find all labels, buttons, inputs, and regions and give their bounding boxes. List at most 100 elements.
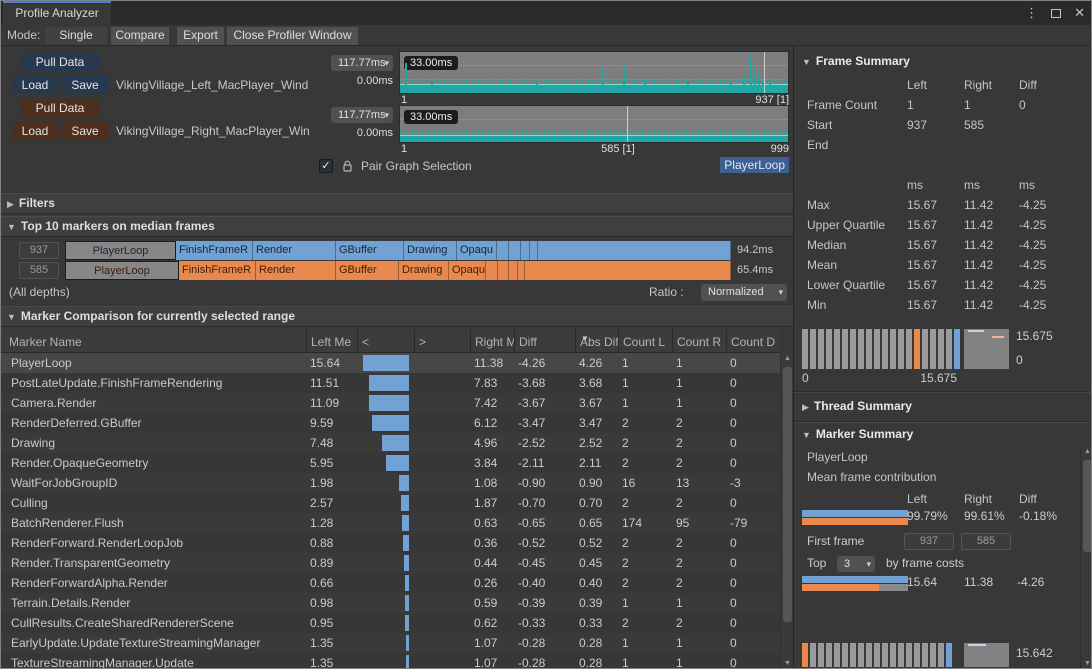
frame-graph-bottom[interactable]: 33.00ms bbox=[399, 105, 789, 143]
table-row[interactable]: Terrain.Details.Render 0.98 0.59 -0.39 0.39 1… bbox=[1, 593, 780, 613]
stat-label: Median bbox=[807, 238, 847, 252]
column-header--[interactable]: > bbox=[414, 329, 470, 353]
frame-summary-title: Frame Summary bbox=[815, 54, 910, 68]
marker-segment bbox=[521, 241, 530, 260]
first-frame-button[interactable]: 585 bbox=[961, 533, 1011, 550]
summary-scrollbar-thumb[interactable] bbox=[1083, 460, 1091, 552]
column-header-count-d[interactable]: Count D bbox=[726, 329, 780, 353]
chevron-down-icon: ▼ bbox=[802, 430, 811, 440]
table-row[interactable]: RenderForwardAlpha.Render 0.66 0.26 -0.40 0.… bbox=[1, 573, 780, 593]
column-header-left-me[interactable]: Left Me bbox=[306, 329, 357, 353]
table-row[interactable]: EarlyUpdate.UpdateTextureStreamingManage… bbox=[1, 633, 780, 653]
frame-number-box[interactable]: 585 bbox=[19, 262, 59, 279]
lock-open-icon[interactable] bbox=[341, 159, 355, 173]
scroll-up-icon[interactable]: ▲ bbox=[784, 355, 791, 362]
cell-count-right: 95 bbox=[676, 516, 690, 530]
first-frame-button[interactable]: 937 bbox=[904, 533, 954, 550]
table-scrollbar[interactable]: ▲ ▼ bbox=[780, 353, 793, 668]
table-row[interactable]: TextureStreamingManager.Update 1.35 1.07 -0… bbox=[1, 653, 780, 669]
table-row[interactable]: BatchRenderer.Flush 1.28 0.63 -0.65 0.65 174 9… bbox=[1, 513, 780, 533]
mode-single-button[interactable]: Single bbox=[45, 27, 107, 45]
table-row[interactable]: Camera.Render 11.09 7.42 -3.67 3.67 1 1 0 bbox=[1, 393, 780, 413]
column-header-right-m[interactable]: Right M bbox=[470, 329, 514, 353]
top10-title: Top 10 markers on median frames bbox=[20, 219, 215, 233]
mode-compare-button[interactable]: Compare bbox=[111, 27, 169, 45]
column-header-marker-name[interactable]: Marker Name bbox=[9, 335, 82, 349]
marker-segment: Opaqu bbox=[449, 261, 486, 280]
scroll-down-icon[interactable]: ▼ bbox=[784, 660, 791, 667]
table-row[interactable]: Drawing 7.48 4.96 -2.52 2.52 2 2 0 bbox=[1, 433, 780, 453]
range-dropdown-bottom[interactable]: 117.77ms bbox=[331, 107, 393, 123]
pull-data-left-button[interactable]: Pull Data bbox=[21, 53, 99, 71]
stat-value: Left bbox=[907, 78, 928, 92]
range-dropdown-top[interactable]: 117.77ms bbox=[331, 55, 393, 71]
top-suffix-label: by frame costs bbox=[886, 556, 965, 570]
sort-descending-icon: ▼ bbox=[581, 334, 589, 343]
cell-count-right: 2 bbox=[676, 416, 683, 430]
save-left-button[interactable]: Save bbox=[61, 76, 109, 94]
cell-marker-name: PlayerLoop bbox=[11, 356, 72, 370]
marker-segment-selected: PlayerLoop bbox=[65, 241, 176, 260]
maximize-icon[interactable] bbox=[1051, 8, 1062, 18]
frame-graph-top[interactable]: 33.00ms bbox=[399, 51, 789, 94]
load-right-button[interactable]: Load bbox=[13, 122, 57, 140]
contribution-right-value: 99.61% bbox=[964, 509, 1005, 523]
cell-left-median: 1.28 bbox=[310, 516, 334, 530]
pair-graph-selection-checkbox[interactable]: ✓ bbox=[319, 159, 333, 173]
pull-data-right-button[interactable]: Pull Data bbox=[21, 99, 99, 117]
comparison-table-body: PlayerLoop 15.64 11.38 -4.26 4.26 1 1 0 PostLate… bbox=[1, 353, 780, 669]
table-row[interactable]: RenderDeferred.GBuffer 9.59 6.12 -3.47 3.47 2… bbox=[1, 413, 780, 433]
table-row[interactable]: RenderForward.RenderLoopJob 0.88 0.36 -0.52… bbox=[1, 533, 780, 553]
left-diff-bar bbox=[369, 375, 409, 391]
selection-line bbox=[626, 106, 628, 142]
marker-comparison-section-header[interactable]: ▼ Marker Comparison for currently selecte… bbox=[1, 306, 793, 327]
menu-icon[interactable]: ⋮ bbox=[1025, 5, 1039, 20]
export-button[interactable]: Export bbox=[177, 27, 224, 45]
table-row[interactable]: Render.OpaqueGeometry 5.95 3.84 -2.11 2.11 2 2… bbox=[1, 453, 780, 473]
table-row[interactable]: WaitForJobGroupID 1.98 1.08 -0.90 0.90 16 13 -3 bbox=[1, 473, 780, 493]
graph-spike bbox=[623, 64, 626, 93]
summary-scrollbar[interactable]: ▲ ▼ bbox=[1080, 446, 1091, 668]
column-header-count-l[interactable]: Count L bbox=[618, 329, 672, 353]
histogram-min-label: 0 bbox=[802, 371, 809, 385]
histogram-bar bbox=[826, 643, 832, 667]
ratio-dropdown[interactable]: Normalized bbox=[701, 284, 787, 301]
thread-summary-header[interactable]: ▶ Thread Summary bbox=[802, 399, 912, 413]
table-scrollbar-thumb[interactable] bbox=[783, 367, 792, 622]
column-header--[interactable]: < bbox=[357, 329, 414, 353]
frame-summary-header[interactable]: ▼ Frame Summary bbox=[802, 54, 910, 68]
column-header-abs-diff[interactable]: Abs Diff ▼ bbox=[575, 329, 618, 353]
table-row[interactable]: CullResults.CreateSharedRendererScene 0.9… bbox=[1, 613, 780, 633]
scroll-up-icon[interactable]: ▲ bbox=[1084, 448, 1091, 455]
top10-bar[interactable]: PlayerLoop FinishFrameR Render GBuffer Drawi… bbox=[65, 241, 731, 260]
cell-count-left: 2 bbox=[622, 456, 629, 470]
filters-section-header[interactable]: ▶ Filters bbox=[1, 193, 793, 214]
top10-bar[interactable]: PlayerLoop FinishFrameR Render GBuffer Drawi… bbox=[65, 261, 731, 280]
cell-abs-diff: 0.28 bbox=[579, 656, 603, 669]
stat-value: 11.42 bbox=[964, 238, 994, 252]
load-left-button[interactable]: Load bbox=[13, 76, 57, 94]
marker-summary-header[interactable]: ▼ Marker Summary bbox=[802, 427, 913, 441]
stat-value: 15.67 bbox=[907, 198, 938, 212]
table-row[interactable]: PlayerLoop 15.64 11.38 -4.26 4.26 1 1 0 bbox=[1, 353, 780, 373]
cell-diff-bar bbox=[357, 353, 470, 373]
frame-summary-stat-rows: Max 15.67 11.42 -4.25 Upper Quartile 15.67 11.… bbox=[794, 195, 1091, 315]
column-header-diff[interactable]: Diff bbox=[514, 329, 575, 353]
table-row[interactable]: Culling 2.57 1.87 -0.70 0.70 2 2 0 bbox=[1, 493, 780, 513]
cell-diff: -0.28 bbox=[518, 636, 546, 650]
table-row[interactable]: Render.TransparentGeometry 0.89 0.44 -0.45 0… bbox=[1, 553, 780, 573]
cell-count-left: 2 bbox=[622, 536, 629, 550]
scroll-down-icon[interactable]: ▼ bbox=[1084, 660, 1091, 667]
close-profiler-window-button[interactable]: Close Profiler Window bbox=[227, 27, 358, 45]
table-row[interactable]: PostLateUpdate.FinishFrameRendering 11.51… bbox=[1, 373, 780, 393]
top10-section-header[interactable]: ▼ Top 10 markers on median frames bbox=[1, 216, 793, 237]
stat-value: 1 bbox=[907, 98, 914, 112]
marker-segment bbox=[509, 241, 521, 260]
cell-count-diff: 0 bbox=[730, 656, 737, 669]
close-icon[interactable]: ✕ bbox=[1074, 5, 1085, 20]
frame-number-box[interactable]: 937 bbox=[19, 242, 59, 259]
tab-profile-analyzer[interactable]: Profile Analyzer bbox=[3, 1, 111, 25]
column-header-count-r[interactable]: Count R bbox=[672, 329, 726, 353]
top-count-dropdown[interactable]: 3 bbox=[837, 556, 875, 572]
save-right-button[interactable]: Save bbox=[61, 122, 109, 140]
